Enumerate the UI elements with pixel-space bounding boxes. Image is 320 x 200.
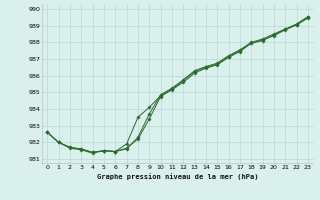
X-axis label: Graphe pression niveau de la mer (hPa): Graphe pression niveau de la mer (hPa) xyxy=(97,173,258,180)
